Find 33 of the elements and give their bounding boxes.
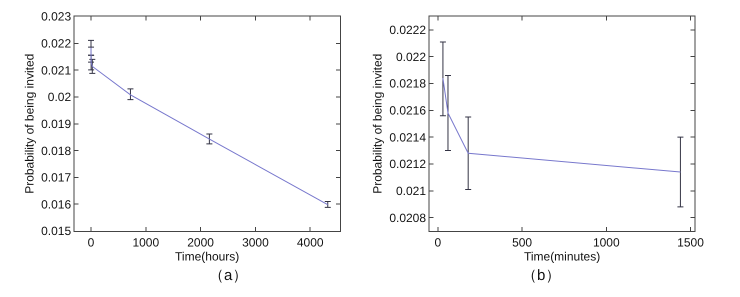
y-tick-label: 0.022 bbox=[41, 36, 72, 51]
y-axis-title: Probability of being invited bbox=[370, 54, 385, 194]
x-axis-title: Time(hours) bbox=[175, 249, 240, 264]
y-tick-label: 0.0208 bbox=[389, 210, 426, 225]
y-tick-label: 0.02 bbox=[48, 90, 72, 104]
x-tick-label: 3000 bbox=[242, 235, 270, 250]
y-tick-label: 0.0216 bbox=[389, 104, 426, 118]
x-tick-label: 1000 bbox=[132, 235, 160, 250]
x-axis-title: Time(minutes) bbox=[524, 249, 600, 264]
x-tick-label: 0 bbox=[434, 235, 442, 250]
y-tick-label: 0.0222 bbox=[389, 23, 426, 38]
text: （b） bbox=[522, 267, 560, 284]
y-tick-label: 0.0212 bbox=[389, 157, 426, 172]
y-tick-label: 0.015 bbox=[41, 224, 72, 238]
y-tick-label: 0.0214 bbox=[389, 130, 426, 144]
x-tick-label: 4000 bbox=[296, 235, 324, 250]
y-tick-label: 0.023 bbox=[41, 10, 72, 24]
y-tick-label: 0.021 bbox=[41, 63, 72, 78]
y-tick-label: 0.019 bbox=[41, 116, 72, 131]
y-tick-label: 0.0218 bbox=[389, 76, 426, 91]
y-tick-label: 0.016 bbox=[41, 197, 72, 212]
x-tick-label: 1500 bbox=[677, 235, 704, 250]
x-tick-label: 1000 bbox=[592, 235, 620, 250]
y-tick-label: 0.017 bbox=[41, 170, 72, 185]
text: （a） bbox=[209, 267, 248, 284]
x-tick-label: 0 bbox=[88, 235, 95, 250]
x-tick-label: 2000 bbox=[187, 235, 214, 250]
x-tick-label: 500 bbox=[512, 235, 532, 250]
y-tick-label: 0.018 bbox=[41, 144, 72, 158]
line-series bbox=[442, 78, 681, 173]
y-tick-label: 0.021 bbox=[396, 184, 426, 198]
y-tick-label: 0.022 bbox=[396, 50, 426, 64]
y-axis-title: Probability of being invited bbox=[22, 54, 36, 194]
